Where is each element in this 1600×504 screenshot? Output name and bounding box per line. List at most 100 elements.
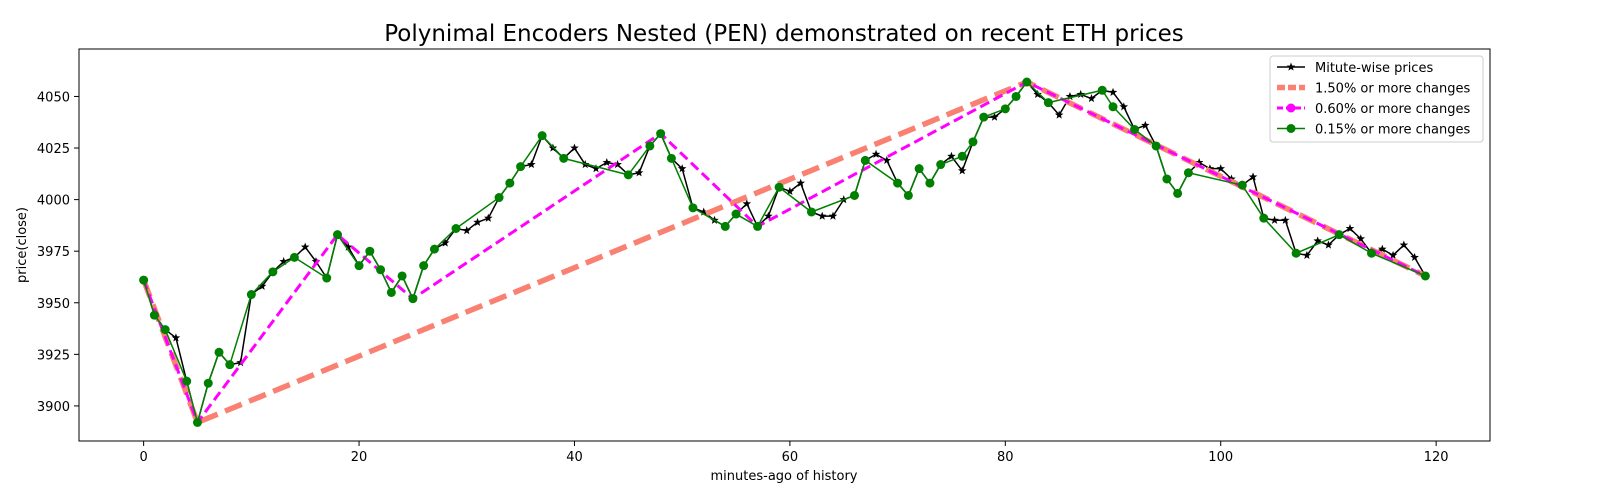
data-point xyxy=(257,281,267,290)
legend-item: Mitute-wise prices xyxy=(1277,61,1433,76)
data-point xyxy=(397,271,407,281)
data-point xyxy=(333,230,343,240)
data-point xyxy=(1183,168,1193,178)
data-point xyxy=(785,186,795,195)
data-point xyxy=(893,178,903,188)
data-point xyxy=(570,143,579,152)
plot-area xyxy=(139,77,1430,427)
data-point xyxy=(903,190,913,200)
data-point xyxy=(1151,141,1161,151)
data-point xyxy=(1302,250,1312,259)
legend-label: Mitute-wise prices xyxy=(1315,61,1433,76)
legend-label: 0.15% or more changes xyxy=(1315,123,1471,138)
data-point xyxy=(817,211,827,220)
data-point xyxy=(925,178,935,188)
data-point xyxy=(1313,236,1322,245)
data-point xyxy=(246,290,256,300)
data-point xyxy=(484,213,493,222)
y-tick-label: 3950 xyxy=(37,297,70,312)
data-point xyxy=(386,287,396,297)
data-point xyxy=(1194,157,1204,167)
data-point xyxy=(1011,91,1021,101)
data-point xyxy=(1388,250,1398,259)
data-point xyxy=(429,244,439,254)
series-4 xyxy=(139,77,1430,427)
data-point xyxy=(473,217,482,226)
data-point xyxy=(1420,271,1430,281)
data-point xyxy=(1022,77,1032,87)
series-line xyxy=(142,81,1426,424)
legend: Mitute-wise prices 1.50% or more changes 0… xyxy=(1269,55,1484,143)
data-point xyxy=(645,141,655,151)
data-point xyxy=(1237,180,1247,190)
series-line xyxy=(141,79,1427,426)
y-tick-label: 4050 xyxy=(37,90,70,105)
data-point xyxy=(1259,213,1269,223)
data-point xyxy=(289,252,299,262)
data-point xyxy=(1270,215,1279,224)
y-tick-label: 4000 xyxy=(37,194,70,209)
data-point xyxy=(203,378,213,388)
data-point xyxy=(774,182,784,192)
data-point xyxy=(656,129,666,139)
data-point xyxy=(1281,215,1290,224)
data-point xyxy=(1130,124,1140,134)
data-point xyxy=(1065,91,1075,101)
data-point xyxy=(1108,87,1118,96)
data-point xyxy=(1162,174,1172,184)
data-point xyxy=(936,160,946,170)
data-point xyxy=(451,223,461,233)
data-point xyxy=(1076,89,1085,99)
data-point xyxy=(602,157,612,167)
data-point xyxy=(559,153,569,163)
data-point xyxy=(1141,120,1150,129)
data-point xyxy=(742,199,752,208)
data-point xyxy=(871,149,881,158)
series-line xyxy=(142,80,1427,424)
data-point xyxy=(882,155,892,165)
data-point xyxy=(753,221,763,231)
y-tick-label: 4025 xyxy=(37,142,70,157)
chart-title: Polynimal Encoders Nested (PEN) demonstr… xyxy=(384,21,1184,47)
data-point xyxy=(1334,230,1344,240)
data-point xyxy=(268,267,278,277)
data-point xyxy=(171,333,181,342)
legend-marker xyxy=(1286,103,1296,113)
data-point xyxy=(731,209,741,219)
data-point xyxy=(1000,104,1010,114)
data-point xyxy=(279,257,288,266)
data-point xyxy=(354,261,364,271)
data-point xyxy=(968,137,978,147)
data-point xyxy=(828,211,838,220)
data-point xyxy=(1410,252,1419,262)
data-point xyxy=(623,170,633,180)
data-point xyxy=(300,242,310,251)
data-point xyxy=(1378,244,1387,253)
data-point xyxy=(1399,240,1409,249)
data-point xyxy=(365,246,375,256)
data-point xyxy=(1043,98,1053,108)
data-point xyxy=(796,178,805,187)
legend-label: 1.50% or more changes xyxy=(1315,82,1471,97)
data-point xyxy=(1033,89,1042,99)
x-tick-label: 60 xyxy=(782,450,799,465)
x-tick-label: 40 xyxy=(566,450,583,465)
plot-frame xyxy=(78,48,1491,442)
data-point xyxy=(419,261,429,271)
x-tick-label: 0 xyxy=(139,450,147,465)
legend-marker xyxy=(1286,124,1296,133)
data-point xyxy=(149,310,159,320)
data-point xyxy=(214,347,224,357)
data-point xyxy=(408,294,418,304)
data-point xyxy=(764,211,773,220)
data-point xyxy=(957,166,967,175)
data-point xyxy=(537,131,547,141)
data-point xyxy=(634,168,644,177)
x-axis: 0 20 40 60 80 100 120 xyxy=(139,441,1449,465)
data-point xyxy=(160,325,170,335)
data-point xyxy=(344,242,353,251)
data-point xyxy=(688,203,698,213)
data-point xyxy=(192,417,202,427)
data-point xyxy=(1248,172,1258,181)
